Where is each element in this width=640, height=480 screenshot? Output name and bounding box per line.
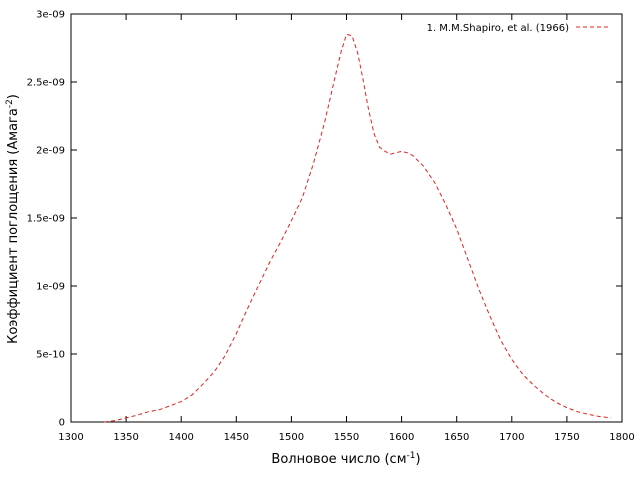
x-tick-label: 1400 bbox=[168, 432, 193, 443]
y-axis-label: Коэффициент поглощения (Амага-2) bbox=[5, 94, 21, 344]
x-tick-label: 1350 bbox=[113, 432, 138, 443]
legend: 1. M.M.Shapiro, et al. (1966) bbox=[427, 23, 611, 34]
series-layer bbox=[104, 33, 612, 423]
x-tick-label: 1750 bbox=[554, 432, 579, 443]
y-tick-label: 2.5e-09 bbox=[27, 78, 65, 89]
x-tick-label: 1700 bbox=[499, 432, 524, 443]
x-tick-label: 1450 bbox=[224, 432, 249, 443]
legend-label: 1. M.M.Shapiro, et al. (1966) bbox=[427, 23, 570, 34]
y-tick-label: 3e-09 bbox=[36, 10, 65, 21]
y-tick-label: 1e-09 bbox=[36, 282, 65, 293]
x-tick-label: 1600 bbox=[389, 432, 414, 443]
y-tick-label: 2e-09 bbox=[36, 146, 65, 157]
x-tick-label: 1650 bbox=[444, 432, 469, 443]
y-tick-label: 0 bbox=[59, 418, 65, 429]
x-tick-label: 1550 bbox=[334, 432, 359, 443]
y-tick-label: 5e-10 bbox=[36, 350, 65, 361]
x-tick-label: 1300 bbox=[58, 432, 83, 443]
x-axis-label: Волновое число (см-1) bbox=[271, 451, 420, 467]
y-tick-label: 1.5e-09 bbox=[27, 214, 65, 225]
x-axis-ticks: 1300 1350 1400 1450 1500 1550 1600 1650 1700 1750… bbox=[58, 14, 635, 443]
x-tick-label: 1500 bbox=[279, 432, 304, 443]
series-line bbox=[104, 33, 612, 423]
y-axis-ticks: 0 5e-10 1e-09 1.5e-09 2e-09 2.5e-09 3e-09 bbox=[27, 10, 622, 429]
x-tick-label: 1800 bbox=[609, 432, 634, 443]
